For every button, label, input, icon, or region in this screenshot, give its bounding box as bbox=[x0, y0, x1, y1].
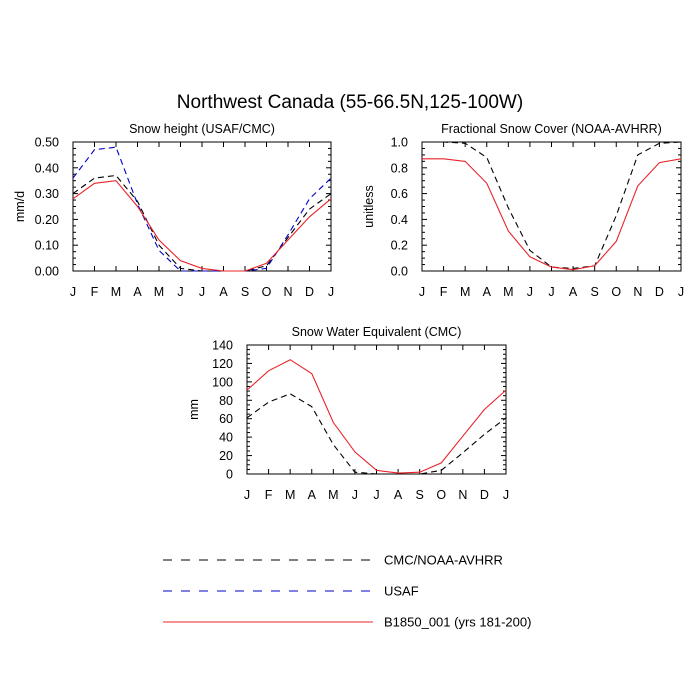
snow-cover-y-tick-label: 0.2 bbox=[391, 239, 408, 253]
snow-height-x-tick-label: D bbox=[305, 285, 314, 299]
snow-cover-x-tick-label: A bbox=[483, 285, 492, 299]
swe-x-tick-label: M bbox=[328, 488, 338, 502]
swe-y-tick-label: 80 bbox=[219, 394, 233, 408]
snow-height-y-tick-label: 0.00 bbox=[35, 265, 59, 279]
snow-cover-series-b1850-001-yrs-181-200 bbox=[422, 158, 682, 271]
snow-height-title: Snow height (USAF/CMC) bbox=[129, 122, 275, 136]
swe-y-axis-label: mm bbox=[187, 399, 201, 420]
swe-x-tick-label: S bbox=[415, 488, 423, 502]
snow-height-y-tick-label: 0.50 bbox=[35, 136, 59, 150]
snow-cover-x-tick-label: S bbox=[590, 285, 598, 299]
swe-y-tick-label: 0 bbox=[226, 468, 233, 482]
snow-height-plot-frame bbox=[72, 141, 332, 272]
snow-height-x-tick-label: J bbox=[328, 285, 334, 299]
snow-cover-title: Fractional Snow Cover (NOAA-AVHRR) bbox=[441, 122, 662, 136]
swe-plot-frame bbox=[246, 344, 507, 475]
snow-cover-x-tick-label: J bbox=[548, 285, 554, 299]
snow-cover-series-cmc-noaa-avhrr bbox=[422, 141, 682, 269]
snow-height-y-tick-label: 0.40 bbox=[35, 161, 59, 175]
snow-height-series-usaf bbox=[72, 146, 332, 272]
figure-title: Northwest Canada (55-66.5N,125-100W) bbox=[177, 92, 523, 113]
snow-cover-x-tick-label: A bbox=[569, 285, 578, 299]
legend-label-usaf: USAF bbox=[384, 584, 419, 599]
snow-height-x-tick-label: J bbox=[177, 285, 183, 299]
swe-x-tick-label: O bbox=[436, 488, 446, 502]
swe-x-tick-label: J bbox=[244, 488, 250, 502]
snow-cover-x-tick-label: D bbox=[655, 285, 664, 299]
snow-height-x-tick-label: M bbox=[154, 285, 164, 299]
snow-height-y-axis-label: mm/d bbox=[13, 191, 27, 222]
swe-y-tick-label: 140 bbox=[212, 339, 233, 353]
snow-height-x-tick-label: J bbox=[199, 285, 205, 299]
legend: CMC/NOAA-AVHRR USAF B1850_001 (yrs 181-2… bbox=[163, 553, 531, 630]
swe-y-tick-label: 120 bbox=[212, 357, 233, 371]
swe-x-tick-label: J bbox=[352, 488, 358, 502]
swe-y-tick-label: 60 bbox=[219, 412, 233, 426]
snow-height-y-tick-label: 0.30 bbox=[35, 187, 59, 201]
swe-x-tick-label: M bbox=[285, 488, 295, 502]
snow-height-x-tick-label: M bbox=[111, 285, 121, 299]
snow-cover-x-tick-label: M bbox=[503, 285, 513, 299]
snow-cover-x-tick-label: J bbox=[419, 285, 425, 299]
snow-cover-y-tick-label: 0.8 bbox=[391, 161, 408, 175]
snow-cover-y-axis-label: unitless bbox=[362, 185, 376, 227]
snow-cover-x-tick-label: J bbox=[527, 285, 533, 299]
snow-cover-y-tick-label: 0.4 bbox=[391, 213, 408, 227]
snow-height-x-tick-label: F bbox=[91, 285, 99, 299]
snow-cover-x-tick-label: F bbox=[440, 285, 448, 299]
swe-x-tick-label: D bbox=[480, 488, 489, 502]
swe-y-tick-label: 20 bbox=[219, 449, 233, 463]
snow-height-x-tick-label: S bbox=[241, 285, 249, 299]
snow-cover-y-tick-label: 1.0 bbox=[391, 136, 408, 150]
snow-height-x-tick-label: O bbox=[262, 285, 272, 299]
swe-y-tick-label: 40 bbox=[219, 431, 233, 445]
snow-cover-y-tick-label: 0.6 bbox=[391, 187, 408, 201]
snow-cover-x-tick-label: M bbox=[460, 285, 470, 299]
swe-series-cmc-noaa-avhrr bbox=[246, 393, 507, 475]
snow-height-series-b1850-001-yrs-181-200 bbox=[72, 180, 332, 272]
snow-cover-x-tick-label: O bbox=[611, 285, 621, 299]
snow-height-y-tick-label: 0.20 bbox=[35, 213, 59, 227]
snow-cover-x-tick-label: N bbox=[633, 285, 642, 299]
snow-height-series-cmc-noaa-avhrr bbox=[72, 174, 332, 272]
snow-cover-x-tick-label: J bbox=[678, 285, 684, 299]
snow-water-equivalent-panel: Snow Water Equivalent (CMC) mm 0 20 40 60 80 10… bbox=[187, 325, 509, 502]
swe-x-tick-label: J bbox=[503, 488, 509, 502]
snow-cover-y-tick-label: 0.0 bbox=[391, 265, 408, 279]
fractional-snow-cover-panel: Fractional Snow Cover (NOAA-AVHRR) unitle… bbox=[362, 122, 684, 299]
snow-height-x-tick-label: A bbox=[133, 285, 142, 299]
snow-height-panel: Snow height (USAF/CMC) mm/d 0.00 0.10 0.20 0.… bbox=[13, 122, 334, 299]
snow-height-y-tick-label: 0.10 bbox=[35, 239, 59, 253]
snow-height-x-tick-label: N bbox=[283, 285, 292, 299]
legend-label-model: B1850_001 (yrs 181-200) bbox=[384, 615, 531, 630]
swe-x-tick-label: A bbox=[394, 488, 403, 502]
snow-height-x-tick-label: J bbox=[70, 285, 76, 299]
swe-y-tick-label: 100 bbox=[212, 375, 233, 389]
snow-height-x-tick-label: A bbox=[219, 285, 228, 299]
swe-x-tick-label: F bbox=[265, 488, 273, 502]
legend-label-cmc: CMC/NOAA-AVHRR bbox=[384, 553, 503, 568]
swe-x-tick-label: A bbox=[308, 488, 317, 502]
swe-x-tick-label: J bbox=[373, 488, 379, 502]
swe-x-tick-label: N bbox=[458, 488, 467, 502]
swe-title: Snow Water Equivalent (CMC) bbox=[292, 325, 462, 339]
swe-series-b1850-001-yrs-181-200 bbox=[246, 359, 507, 474]
